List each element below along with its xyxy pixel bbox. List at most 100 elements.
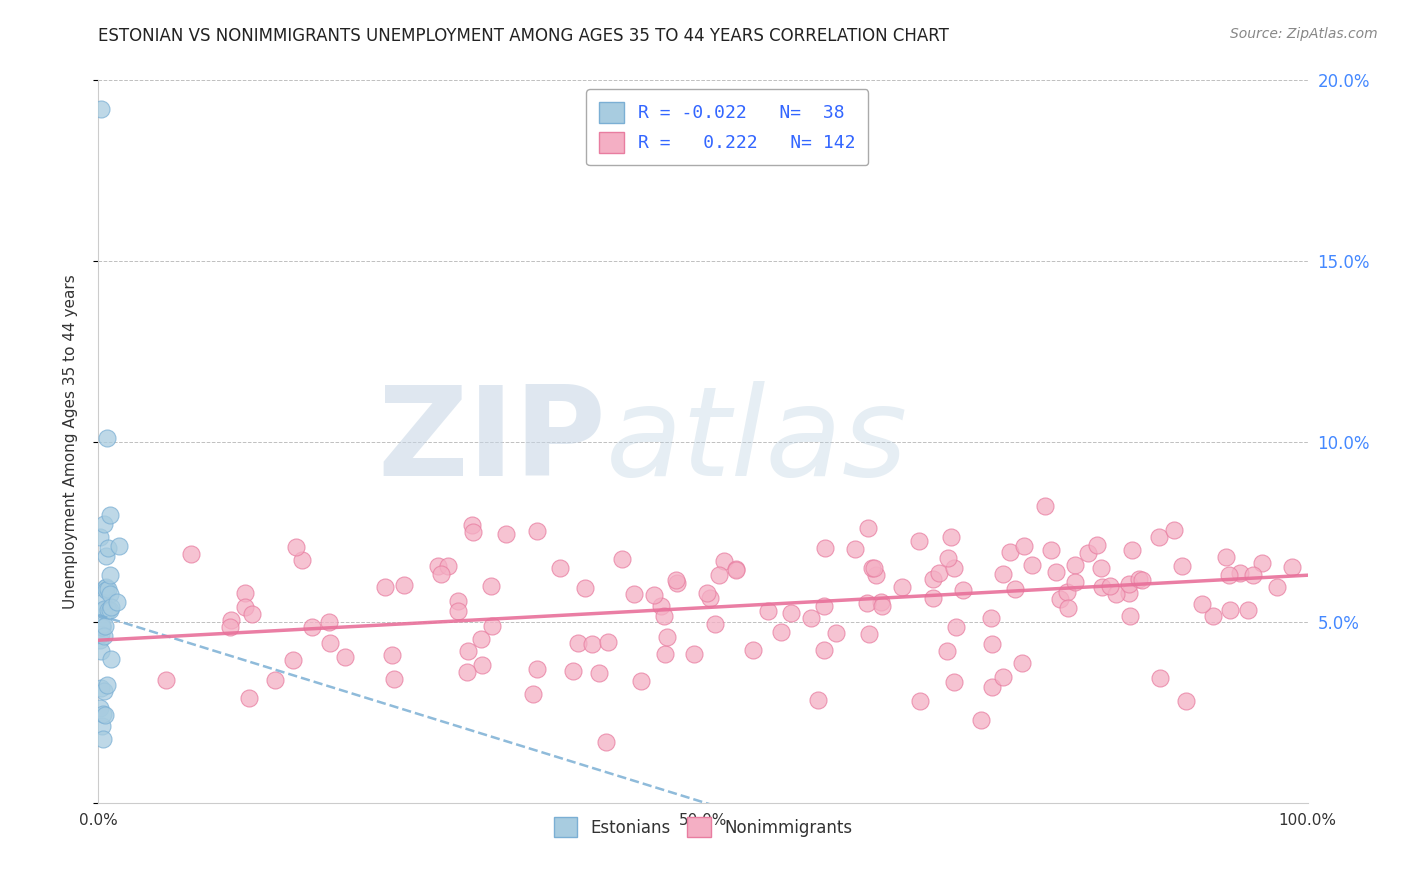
Point — [998, 545, 1021, 559]
Text: Source: ZipAtlas.com: Source: ZipAtlas.com — [1230, 27, 1378, 41]
Point — [643, 588, 665, 602]
Point — [1175, 694, 1198, 708]
Point — [807, 692, 830, 706]
Point — [426, 559, 449, 574]
Point — [240, 607, 263, 621]
Point — [1229, 566, 1251, 580]
Point — [105, 595, 128, 609]
Point — [704, 617, 727, 632]
Point — [562, 664, 585, 678]
Point — [96, 431, 118, 445]
Point — [825, 626, 848, 640]
Point — [991, 670, 1014, 684]
Point — [1099, 579, 1122, 593]
Point — [93, 684, 115, 698]
Point — [858, 627, 880, 641]
Point — [96, 582, 118, 597]
Point — [813, 599, 835, 613]
Point — [233, 585, 256, 599]
Point — [1215, 549, 1237, 564]
Point — [470, 632, 492, 646]
Point — [392, 578, 415, 592]
Point — [285, 540, 308, 554]
Point — [463, 524, 485, 539]
Point — [707, 567, 730, 582]
Point — [756, 603, 779, 617]
Point — [863, 560, 886, 574]
Point — [89, 700, 111, 714]
Point — [91, 732, 114, 747]
Point — [1202, 608, 1225, 623]
Point — [91, 620, 114, 634]
Point — [471, 658, 494, 673]
Point — [108, 539, 131, 553]
Point — [696, 586, 718, 600]
Point — [93, 603, 115, 617]
Point — [1149, 671, 1171, 685]
Point — [567, 636, 589, 650]
Point — [1085, 538, 1108, 552]
Point — [1011, 656, 1033, 670]
Point — [630, 674, 652, 689]
Point — [526, 662, 548, 676]
Point — [90, 681, 112, 695]
Point — [90, 644, 112, 658]
Point — [481, 618, 503, 632]
Point — [1121, 542, 1143, 557]
Point — [908, 533, 931, 548]
Point — [1265, 580, 1288, 594]
Point — [655, 630, 678, 644]
Point — [844, 541, 866, 556]
Point — [90, 620, 112, 634]
Point — [1250, 556, 1272, 570]
Point — [665, 574, 688, 588]
Point — [683, 647, 706, 661]
Point — [891, 580, 914, 594]
Point — [665, 575, 688, 590]
Point — [1064, 575, 1087, 590]
Point — [1077, 546, 1099, 560]
Point — [1281, 560, 1303, 574]
Point — [936, 643, 959, 657]
Point — [699, 591, 721, 606]
Point — [447, 604, 470, 618]
Point — [89, 633, 111, 648]
Point — [921, 591, 943, 605]
Point — [180, 547, 202, 561]
Point — [1219, 603, 1241, 617]
Text: ESTONIAN VS NONIMMIGRANTS UNEMPLOYMENT AMONG AGES 35 TO 44 YEARS CORRELATION CHA: ESTONIAN VS NONIMMIGRANTS UNEMPLOYMENT A… — [98, 27, 949, 45]
Point — [724, 563, 747, 577]
Point — [652, 609, 675, 624]
Point — [870, 595, 893, 609]
Point — [1105, 587, 1128, 601]
Point — [90, 102, 112, 116]
Point — [980, 637, 1002, 651]
Point — [943, 675, 966, 690]
Point — [1218, 567, 1240, 582]
Point — [610, 552, 633, 566]
Point — [89, 530, 111, 544]
Point — [90, 626, 112, 640]
Point — [98, 587, 121, 601]
Point — [623, 587, 645, 601]
Point — [713, 554, 735, 568]
Point — [91, 707, 114, 722]
Point — [741, 643, 763, 657]
Point — [456, 665, 478, 679]
Point — [981, 680, 1004, 694]
Point — [1057, 601, 1080, 615]
Point — [97, 541, 120, 555]
Point — [447, 594, 470, 608]
Legend: Estonians, Nonimmigrants: Estonians, Nonimmigrants — [546, 809, 860, 845]
Point — [1040, 543, 1063, 558]
Point — [94, 580, 117, 594]
Point — [991, 567, 1014, 582]
Point — [1191, 598, 1213, 612]
Point — [769, 624, 792, 639]
Point — [1119, 609, 1142, 624]
Point — [1163, 523, 1185, 537]
Point — [94, 549, 117, 563]
Point — [264, 673, 287, 687]
Point — [779, 606, 801, 620]
Point — [97, 603, 120, 617]
